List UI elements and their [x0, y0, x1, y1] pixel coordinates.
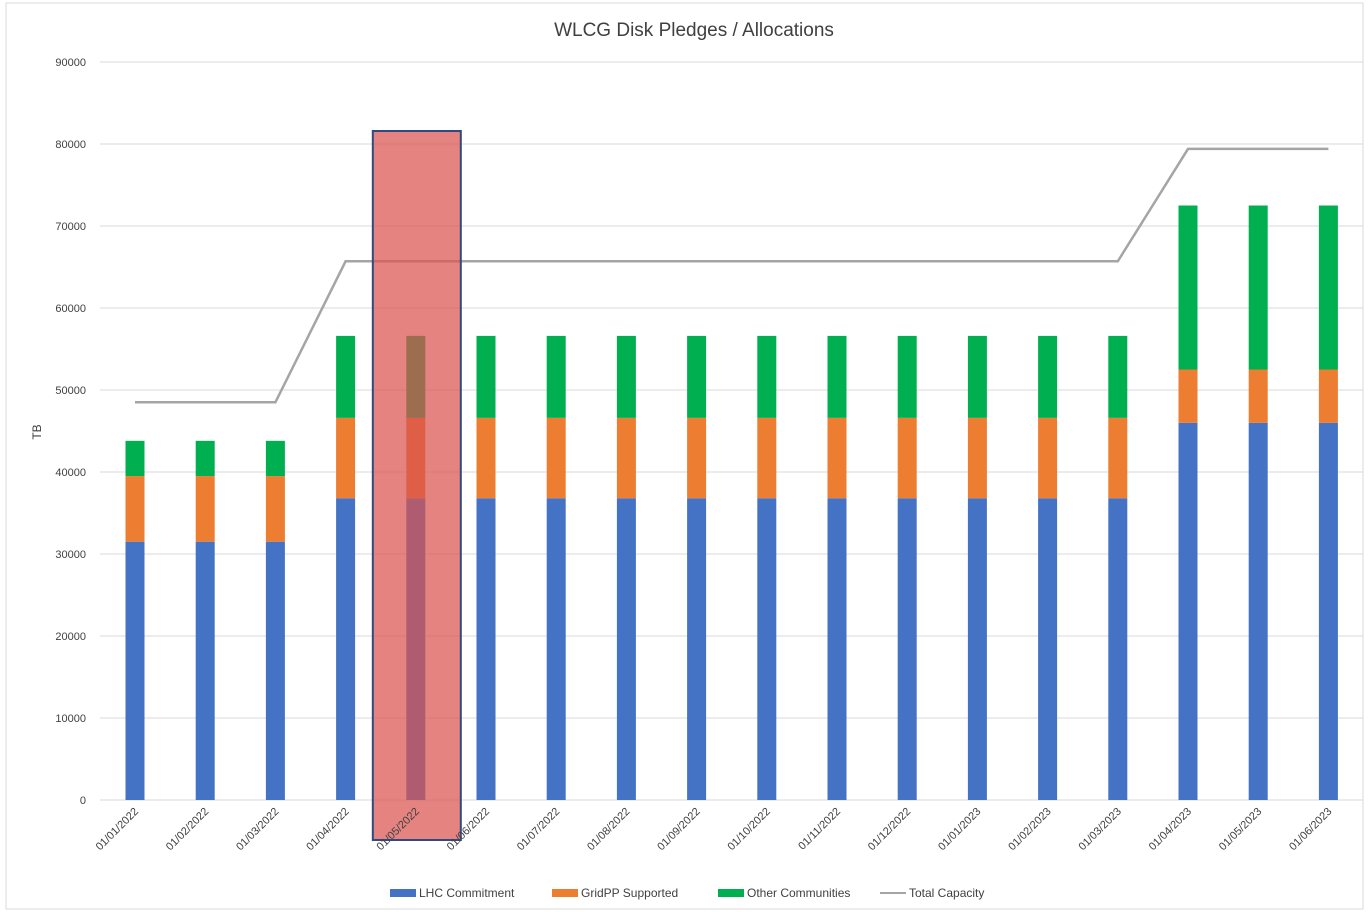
- bar-gridpp-supported: [476, 417, 496, 499]
- bar-gridpp-supported: [1038, 417, 1058, 499]
- bar-lhc-commitment: [1178, 422, 1198, 800]
- legend-other-communities-swatch: [718, 889, 744, 897]
- y-tick-label: 40000: [55, 467, 86, 479]
- bar-other-communities: [757, 335, 777, 418]
- bar-other-communities: [897, 335, 917, 418]
- legend-other-communities-label: Other Communities: [747, 886, 850, 900]
- legend-gridpp-supported-swatch: [552, 889, 578, 897]
- bar-gridpp-supported: [757, 417, 777, 499]
- y-tick-label: 10000: [55, 713, 86, 725]
- bar-gridpp-supported: [1108, 417, 1128, 499]
- bar-lhc-commitment: [757, 498, 777, 800]
- bar-lhc-commitment: [336, 498, 356, 800]
- bar-other-communities: [616, 335, 636, 418]
- bar-gridpp-supported: [967, 417, 987, 499]
- bar-other-communities: [195, 440, 215, 477]
- bar-gridpp-supported: [125, 476, 145, 542]
- y-tick-label: 50000: [55, 385, 86, 397]
- highlight-box: [371, 130, 462, 841]
- y-tick-label: 20000: [55, 631, 86, 643]
- bar-lhc-commitment: [1248, 422, 1268, 800]
- chart-title: WLCG Disk Pledges / Allocations: [554, 20, 834, 41]
- bar-gridpp-supported: [687, 417, 707, 499]
- bar-lhc-commitment: [616, 498, 636, 800]
- bar-other-communities: [1038, 335, 1058, 418]
- bar-lhc-commitment: [897, 498, 917, 800]
- legend-lhc-commitment-swatch: [390, 889, 416, 897]
- bar-other-communities: [687, 335, 707, 418]
- bar-other-communities: [546, 335, 566, 418]
- y-tick-label: 70000: [55, 221, 86, 233]
- bar-lhc-commitment: [967, 498, 987, 800]
- bar-gridpp-supported: [616, 417, 636, 499]
- legend: LHC Commitment GridPP Supported Other Comm…: [390, 886, 984, 900]
- bar-gridpp-supported: [1178, 369, 1198, 423]
- y-tick-label: 80000: [55, 139, 86, 151]
- bar-other-communities: [967, 335, 987, 418]
- bar-gridpp-supported: [546, 417, 566, 499]
- bar-lhc-commitment: [1038, 498, 1058, 800]
- bar-lhc-commitment: [827, 498, 847, 800]
- bar-other-communities: [265, 440, 285, 477]
- legend-lhc-commitment-label: LHC Commitment: [419, 886, 515, 900]
- bar-gridpp-supported: [195, 476, 215, 542]
- bar-other-communities: [476, 335, 496, 418]
- bar-gridpp-supported: [336, 417, 356, 499]
- bar-other-communities: [125, 440, 145, 477]
- bar-lhc-commitment: [195, 541, 215, 800]
- y-tick-label: 60000: [55, 303, 86, 315]
- y-tick-label: 0: [80, 795, 86, 807]
- legend-gridpp-supported-label: GridPP Supported: [581, 886, 678, 900]
- bar-lhc-commitment: [125, 541, 145, 800]
- bar-lhc-commitment: [546, 498, 566, 800]
- legend-total-capacity-label: Total Capacity: [909, 886, 984, 900]
- bar-other-communities: [1248, 205, 1268, 370]
- bar-gridpp-supported: [827, 417, 847, 499]
- bar-gridpp-supported: [897, 417, 917, 499]
- bar-other-communities: [827, 335, 847, 418]
- bar-other-communities: [1178, 205, 1198, 370]
- total-capacity-line: [135, 147, 1329, 404]
- y-tick-label: 30000: [55, 549, 86, 561]
- bar-gridpp-supported: [265, 476, 285, 542]
- bar-other-communities: [1108, 335, 1128, 418]
- bar-lhc-commitment: [1318, 422, 1338, 800]
- bar-lhc-commitment: [1108, 498, 1128, 800]
- gridlines: [100, 61, 1363, 801]
- y-tick-label: 90000: [55, 57, 86, 69]
- bar-other-communities: [1318, 205, 1338, 370]
- y-axis-label: TB: [30, 424, 44, 439]
- chart-area: [5, 2, 1364, 910]
- bar-lhc-commitment: [476, 498, 496, 800]
- highlight-rectangle: [371, 130, 462, 841]
- y-axis-ticks: 0 10000 20000 30000 40000 50000 60000 70000 8000…: [55, 57, 86, 807]
- bar-gridpp-supported: [1248, 369, 1268, 423]
- bar-lhc-commitment: [265, 541, 285, 800]
- bar-lhc-commitment: [687, 498, 707, 800]
- bar-other-communities: [336, 335, 356, 418]
- line-total-capacity: [135, 147, 1329, 404]
- bar-gridpp-supported: [1318, 369, 1338, 423]
